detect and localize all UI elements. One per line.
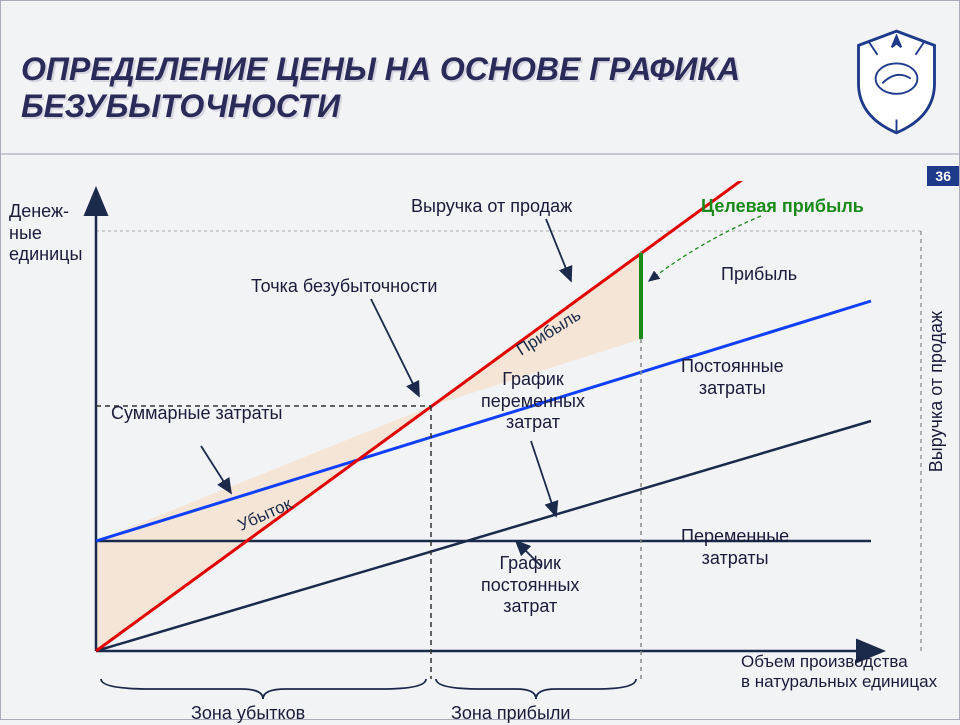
fixed-costs-label: Постоянные затраты [681,356,784,399]
arrow-varcost [531,441,556,516]
loss-zone-label: Зона убытков [191,703,305,725]
divider [1,153,959,155]
x-axis-label: Объем производства в натуральных единица… [741,652,937,693]
arrow-breakeven [371,299,419,396]
breakeven-label: Точка безубыточности [251,276,437,298]
target-profit-label: Целевая прибыль [701,196,864,218]
arrow-revenue [546,219,571,281]
arrow-totalcost [201,446,231,493]
var-costs-label: Переменные затраты [681,526,789,569]
y-axis-label: Денеж- ные единицы [9,201,82,266]
title-text: ОПРЕДЕЛЕНИЕ ЦЕНЫ НА ОСНОВЕ ГРАФИКАБЕЗУБЫ… [21,51,740,124]
fixed-cost-graph-label: График постоянных затрат [481,553,579,618]
page-title: ОПРЕДЕЛЕНИЕ ЦЕНЫ НА ОСНОВЕ ГРАФИКАБЕЗУБЫ… [21,51,740,125]
var-cost-graph-label: График переменных затрат [481,369,585,434]
profit-zone-label: Зона прибыли [451,703,570,725]
brace-profit [436,679,636,699]
brace-loss [101,679,426,699]
total-cost-label: Суммарные затраты [111,403,282,425]
profit-right-label: Прибыль [721,264,797,286]
logo-shield-icon [849,26,944,136]
breakeven-chart: Убыток Прибыль [1,181,960,721]
revenue-side-label: Выручка от продаж [926,311,947,472]
revenue-label: Выручка от продаж [411,196,572,218]
